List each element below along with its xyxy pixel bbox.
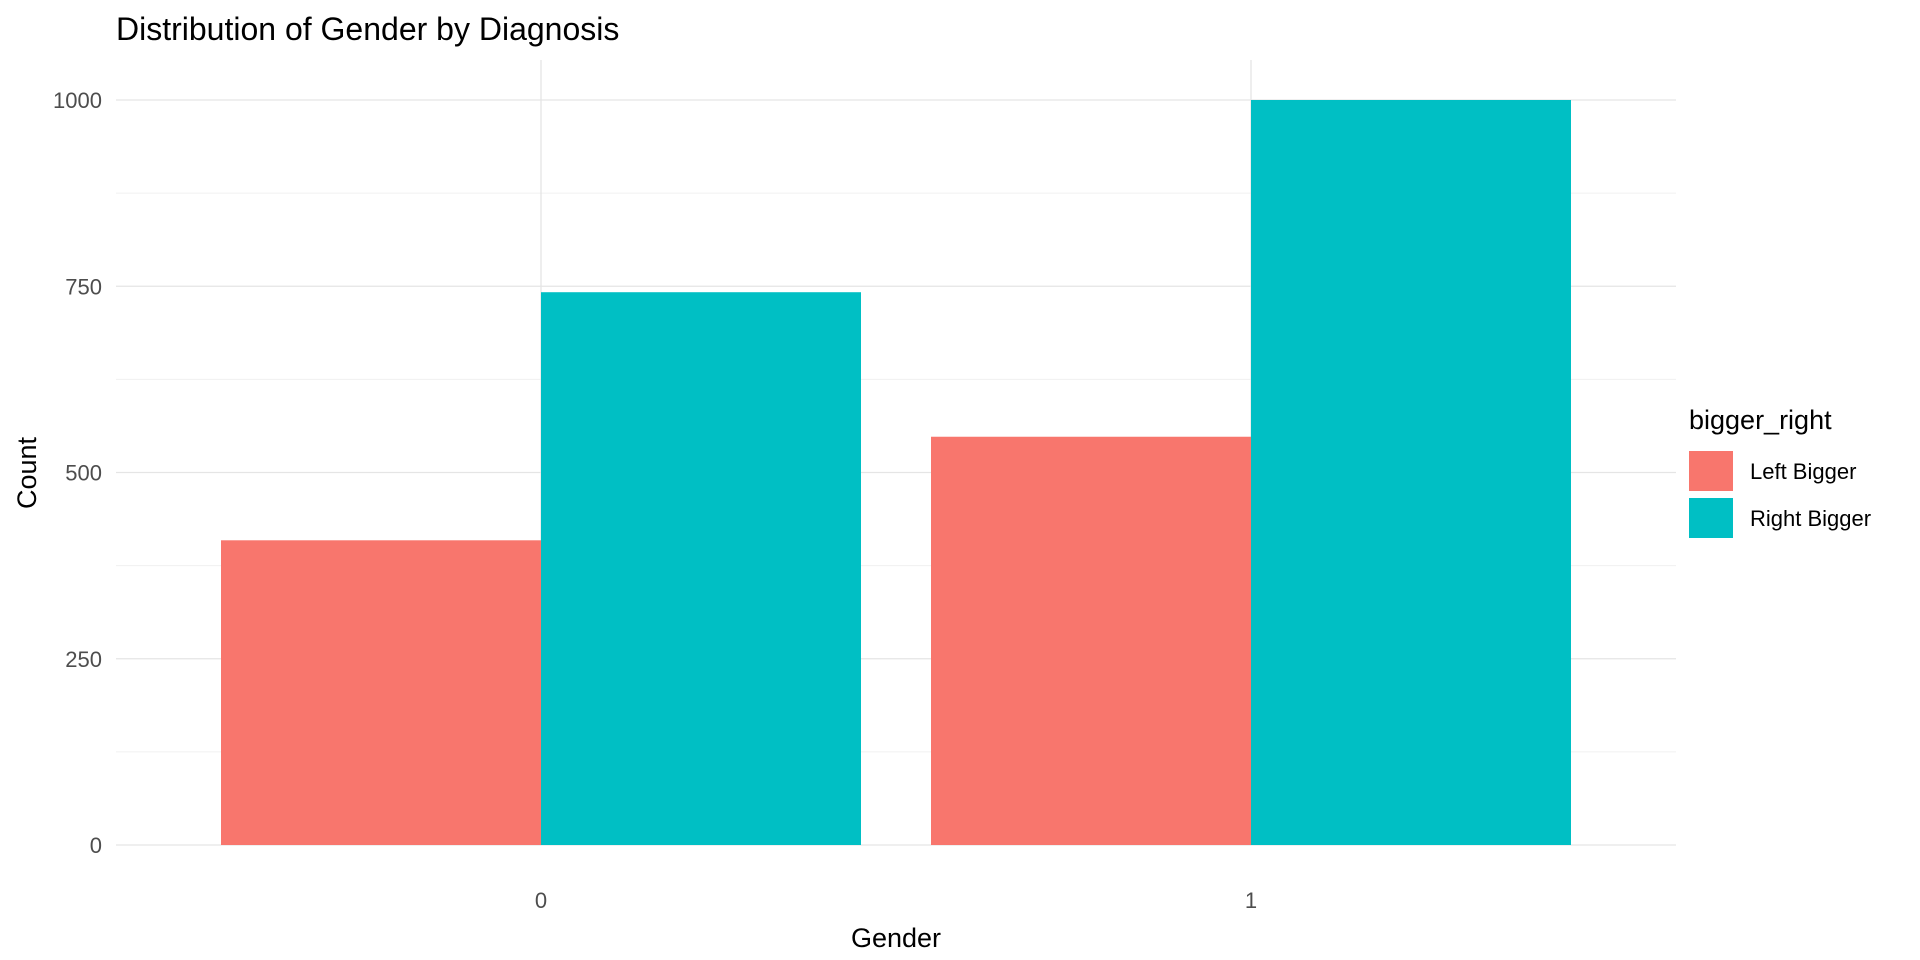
legend-items: Left Bigger Right Bigger [1689, 451, 1871, 538]
legend-label: Right Bigger [1750, 506, 1871, 531]
x-axis-title: Gender [851, 923, 941, 953]
x-tick-label: 1 [1245, 888, 1257, 913]
legend-label: Left Bigger [1750, 459, 1856, 484]
y-axis-title: Count [12, 436, 42, 509]
chart-title: Distribution of Gender by Diagnosis [116, 11, 619, 47]
bars [221, 100, 1571, 846]
bar-right-bigger-1 [1251, 100, 1571, 845]
legend-title: bigger_right [1689, 405, 1832, 435]
bar-left-bigger-0 [221, 540, 541, 845]
y-axis-tick-labels: 0 250 500 750 1000 [53, 88, 102, 858]
y-tick-label: 250 [65, 647, 102, 672]
legend: bigger_right Left Bigger Right Bigger [1689, 405, 1871, 538]
bar-left-bigger-1 [931, 436, 1251, 845]
y-tick-label: 1000 [53, 88, 102, 113]
bar-right-bigger-0 [541, 292, 861, 846]
y-tick-label: 0 [90, 833, 102, 858]
x-tick-label: 0 [535, 888, 547, 913]
y-tick-label: 500 [65, 461, 102, 486]
legend-swatch-left-bigger [1689, 451, 1733, 491]
y-tick-label: 750 [65, 274, 102, 299]
legend-swatch-right-bigger [1689, 498, 1733, 538]
